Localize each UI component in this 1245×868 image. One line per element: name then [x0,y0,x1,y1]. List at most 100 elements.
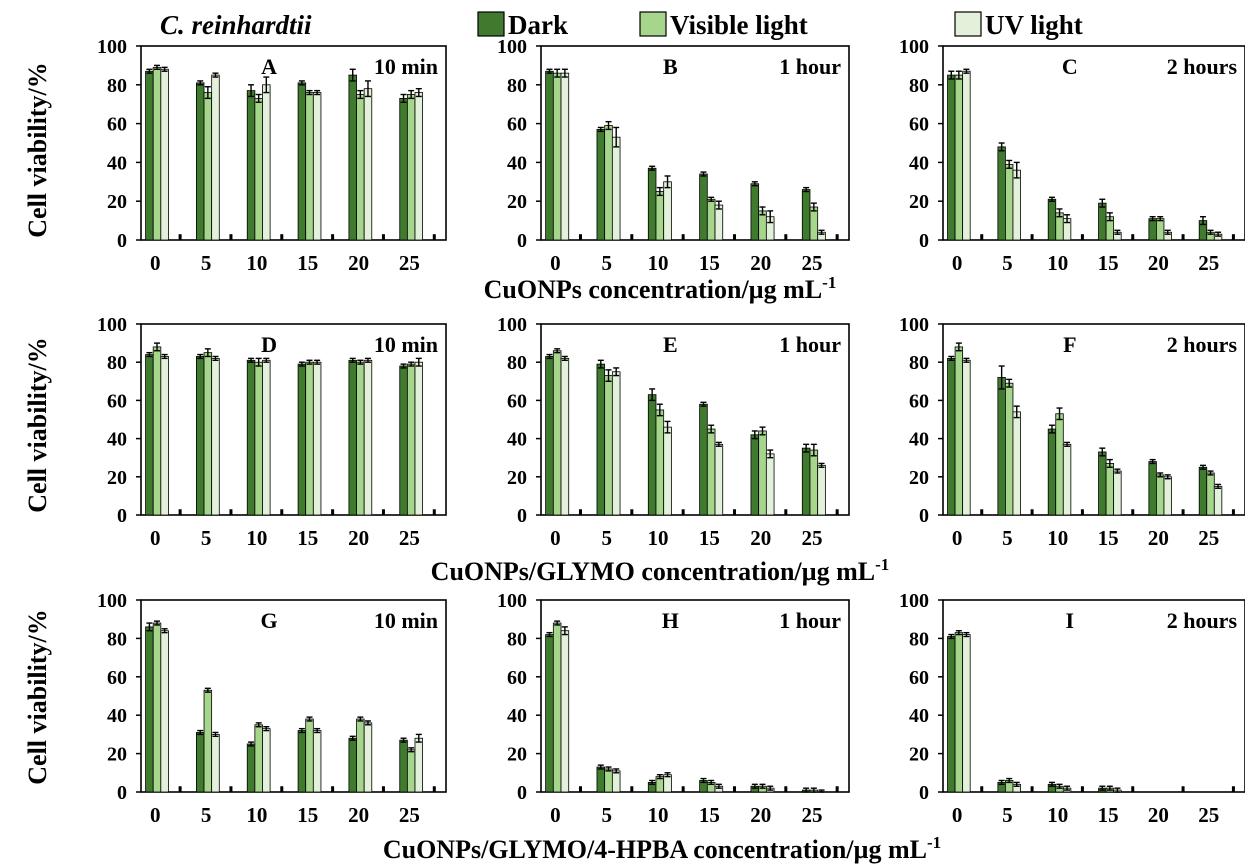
y-tick-label: 60 [107,390,127,412]
y-tick-label: 0 [517,230,527,252]
y-tick-label: 0 [919,505,929,527]
y-tick-label: 40 [507,152,527,174]
y-tick-label: 0 [517,782,527,804]
bar-visible-light [406,363,416,516]
bar-dark [947,636,956,793]
x-tick-label: 25 [802,526,823,550]
control-mark [1231,234,1235,240]
y-tick-label: 40 [507,705,527,727]
bar-dark [1098,451,1107,516]
bar-uv-light [560,72,570,241]
bar-visible-light [552,350,562,516]
y-tick-label: 80 [107,352,127,374]
bar-visible-light [1005,163,1014,241]
x-tick-label: 20 [1148,251,1169,275]
x-axis-title-row-3-sup: -1 [927,833,941,852]
panel-time: 10 min [374,608,438,633]
bar-uv-light [611,371,621,516]
bar-uv-light [363,722,373,793]
control-mark [229,509,233,515]
bar-dark [947,74,956,241]
panel-C-frame [942,45,1245,241]
control-mark [331,234,335,240]
x-tick-label: 15 [699,803,720,827]
x-tick-label: 25 [399,251,420,275]
bar-visible-light [152,66,162,241]
panel-time: 10 min [374,332,438,357]
control-mark [980,509,984,515]
panel-C: 0 20 40 60 80 100 0 5 10 15 20 25 C 2 hours [899,36,1245,275]
bar-dark [545,70,554,241]
y-tick-label: 40 [909,152,929,174]
x-tick-label: 10 [246,526,267,550]
legend-label-uv: UV light [985,10,1083,40]
x-axis-title-row-3-text: CuONPs/GLYMO/4-HPBA concentration/µg mL [383,835,927,864]
bar-dark [246,90,256,241]
panel-time: 1 hour [779,54,841,79]
x-tick-label: 0 [550,803,561,827]
control-mark [1181,786,1185,792]
y-tick-label: 80 [909,75,929,97]
bar-dark [647,394,657,516]
bar-visible-light [655,191,665,241]
control-mark [980,786,984,792]
bar-uv-light [1163,476,1172,516]
panel-A-frame [140,45,447,241]
bar-visible-light [655,409,665,516]
control-mark [630,786,634,792]
control-mark [732,786,736,792]
y-tick-label: 60 [107,114,127,136]
panel-D-frame [140,323,447,516]
bar-uv-light [1012,169,1021,241]
bar-visible-light [604,375,613,516]
panel-I-frame [942,599,1245,793]
control-mark [1030,509,1034,515]
x-tick-label: 5 [201,526,212,550]
bar-uv-light [312,730,322,793]
panel-letter: I [1066,608,1075,633]
x-tick-label: 20 [750,803,771,827]
x-axis-title-row-1: CuONPs concentration/µg mL-1 [484,273,837,304]
y-tick-label: 40 [107,152,127,174]
x-tick-label: 5 [1002,526,1013,550]
bar-dark [246,359,256,516]
bar-visible-light [152,622,162,793]
y-tick-label: 20 [909,467,929,489]
y-tick-label: 100 [97,590,127,612]
control-mark [578,786,582,792]
x-tick-label: 0 [952,803,963,827]
control-mark [630,234,634,240]
bar-uv-light [1062,443,1072,516]
y-tick-label: 80 [507,628,527,650]
species-label: C. reinhardtii [160,10,312,40]
panel-letter: E [663,332,678,357]
control-mark [432,786,436,792]
panel-time: 1 hour [779,608,841,633]
y-tick-label: 100 [497,314,527,336]
bar-dark [145,626,154,793]
y-tick-label: 20 [107,744,127,766]
bar-dark [545,634,554,793]
panel-time: 10 min [374,54,438,79]
panel-time: 2 hours [1167,332,1238,357]
x-tick-label: 25 [802,803,823,827]
bar-uv-light [160,356,169,516]
x-tick-label: 0 [952,251,963,275]
x-tick-label: 25 [399,526,420,550]
control-mark [980,234,984,240]
panel-time: 2 hours [1167,608,1238,633]
bar-uv-light [211,357,220,516]
x-tick-label: 5 [601,803,612,827]
bar-dark [145,354,154,516]
x-tick-label: 15 [297,526,318,550]
y-axis-title-row-1: Cell viability/% [23,62,52,238]
x-tick-label: 20 [1148,526,1169,550]
bar-uv-light [262,728,271,793]
y-tick-label: 80 [909,352,929,374]
x-tick-label: 0 [550,526,561,550]
control-mark [784,234,788,240]
bar-uv-light [160,68,169,241]
control-mark [681,509,685,515]
bar-visible-light [954,346,964,516]
y-tick-label: 100 [899,590,929,612]
